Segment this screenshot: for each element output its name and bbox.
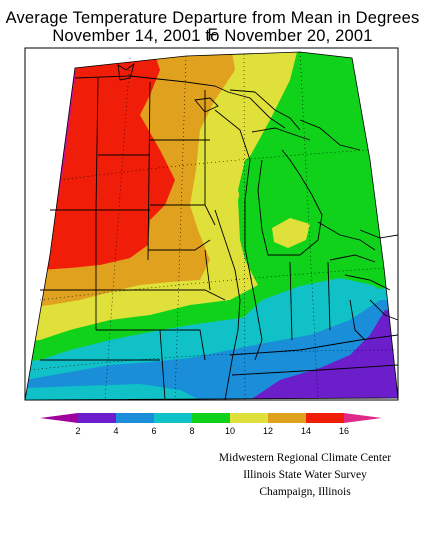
map-date-range: November 14, 2001 to November 20, 2001: [52, 27, 373, 45]
coastline: [257, 149, 323, 256]
border-line: [359, 229, 399, 239]
coastline: [251, 127, 311, 141]
meridian-line: [174, 55, 187, 401]
legend-swatch: [192, 413, 230, 423]
contour-band-8-10-east: [238, 140, 398, 290]
legend-tick-label: 8: [189, 426, 194, 436]
legend-tick-label: 10: [225, 426, 235, 436]
border-line: [204, 249, 211, 291]
parallel-line: [29, 349, 396, 371]
border-line: [229, 334, 399, 356]
meridian-line: [243, 53, 246, 401]
border-line: [148, 239, 211, 251]
border-line: [95, 77, 99, 211]
legend-tick-label: 12: [263, 426, 273, 436]
coastline: [229, 89, 301, 131]
border-line: [74, 75, 286, 129]
border-line: [231, 364, 399, 376]
border-line: [244, 247, 263, 361]
state-boundaries: [40, 62, 399, 401]
border-line: [214, 109, 251, 248]
legend-tick-label: 14: [301, 426, 311, 436]
border-line: [369, 299, 399, 321]
credit-survey: Illinois State Water Survey: [243, 469, 367, 481]
river-line: [214, 209, 241, 401]
domain-outline: [24, 51, 399, 401]
map-title: Average Temperature Departure from Mean …: [5, 9, 420, 44]
lake-outline: [194, 97, 219, 113]
border-line: [159, 329, 166, 401]
legend-tick-label: 16: [339, 426, 349, 436]
credit-location: Champaign, Illinois: [259, 486, 351, 498]
border-line: [147, 81, 151, 261]
legend-swatch: [78, 413, 116, 423]
coastline: [299, 119, 361, 151]
coastline: [329, 254, 376, 263]
parallel-line: [59, 149, 369, 181]
border-line: [349, 299, 366, 341]
border-line: [96, 329, 206, 361]
legend-tick-label: 4: [113, 426, 118, 436]
legend-swatch: [306, 413, 344, 423]
contour-island-10-12: [272, 218, 310, 248]
border-line: [204, 90, 216, 226]
credit-organization: Midwestern Regional Climate Center: [218, 452, 392, 464]
legend-swatch: [116, 413, 154, 423]
legend-tick-label: 6: [151, 426, 156, 436]
contour-band-2-4: [250, 310, 398, 400]
lake-outline: [117, 62, 135, 81]
legend-swatch: [230, 413, 268, 423]
legend-swatch: [154, 413, 192, 423]
legend-swatch: [268, 413, 306, 423]
graticule: [29, 51, 396, 401]
legend-swatch: [40, 413, 78, 423]
coastline: [317, 221, 376, 251]
border-line: [289, 261, 293, 341]
coastline: [344, 274, 391, 291]
legend-tick-label: 2: [75, 426, 80, 436]
border-line: [148, 289, 226, 301]
border-line: [327, 261, 331, 331]
legend-swatch: [344, 413, 382, 423]
color-legend: 2 4 6 8 10 12 14 16: [40, 413, 382, 436]
contour-band-6-8-south: [25, 384, 200, 400]
